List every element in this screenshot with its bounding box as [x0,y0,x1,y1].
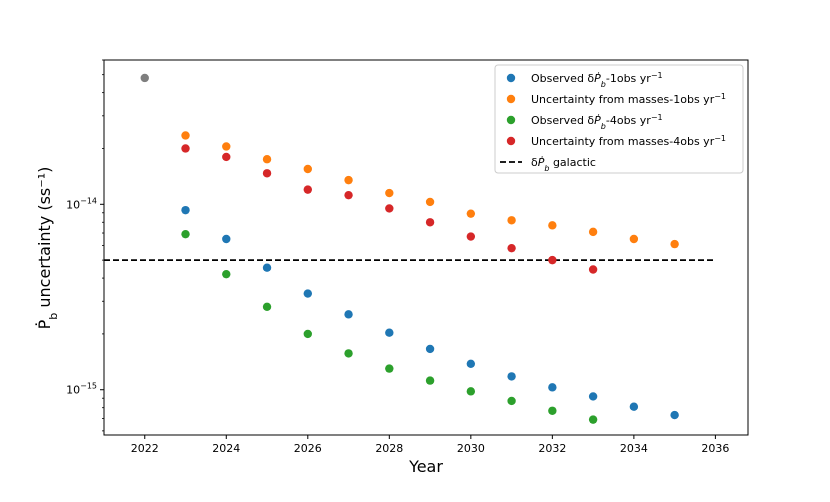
data-point [181,144,190,153]
x-tick-label: 2034 [620,442,648,455]
data-point [262,302,272,312]
data-point [425,197,435,207]
data-point [670,410,679,420]
data-point [588,415,598,424]
data-point [425,376,435,385]
x-tick-label: 2036 [701,442,729,455]
x-axis-label: Year [408,457,443,476]
x-tick-label: 2028 [375,442,403,455]
data-point [385,204,394,213]
data-point [629,402,639,411]
data-point [222,234,231,244]
legend-box [494,64,744,174]
legend-label: Observed δṖb-1obs yr−1 [531,71,663,89]
x-axis: 2022 2024 2026 2028 2030 2032 2034 2036 [131,435,729,455]
data-point [344,175,353,185]
y-tick-label: 10−14 [66,196,97,211]
data-point [181,205,190,215]
data-point [303,185,312,194]
data-point [588,392,598,401]
data-point [548,383,557,392]
data-point [670,239,679,249]
data-marks [104,73,716,424]
data-point [507,243,516,253]
data-point [181,229,190,239]
data-point [303,329,312,339]
data-point [548,255,557,265]
data-point [181,131,190,140]
data-point [466,209,476,218]
y-axis-label: Ṗb uncertainty (ss⁻¹) [35,167,60,330]
legend-label: Uncertainty from masses-1obs yr−1 [531,92,726,107]
legend-marker [506,136,516,146]
data-point [588,227,598,237]
x-tick-label: 2030 [457,442,485,455]
data-point [303,289,312,298]
x-tick-label: 2026 [294,442,322,455]
axes-frame [103,59,749,436]
y-axis: 10−15 10−14 [66,59,104,432]
data-point [507,216,516,225]
data-point [344,190,353,200]
legend-marker [506,73,516,83]
data-point [629,234,639,244]
x-tick-label: 2022 [131,442,159,455]
data-point [344,349,353,358]
data-point [222,269,231,279]
legend-label: Observed δṖb-4obs yr−1 [531,113,663,131]
data-point [507,372,516,381]
data-point [385,188,394,198]
data-point [425,344,435,354]
data-point [466,232,476,241]
data-point [262,155,272,164]
x-tick-label: 2024 [212,442,240,455]
data-point [466,387,476,396]
data-point [222,142,231,151]
data-point [507,396,516,406]
y-tick-label: 10−15 [66,382,97,397]
data-point [222,152,231,162]
x-tick-label: 2032 [538,442,566,455]
data-point [140,73,149,83]
data-point [588,265,598,274]
data-point [385,328,394,337]
legend-label: Uncertainty from masses-4obs yr−1 [531,134,726,149]
legend-marker [506,115,516,125]
data-point [548,221,557,230]
legend-label: δṖb galactic [531,156,596,173]
legend: Observed δṖb-1obs yr−1 Uncertainty from m… [494,64,744,174]
data-point [344,310,353,319]
data-point [262,169,272,178]
data-point [425,218,435,227]
data-point [548,406,557,415]
data-point [466,359,476,368]
legend-marker [506,94,516,104]
data-point [385,364,394,373]
data-point [303,164,312,174]
data-point [262,263,272,272]
